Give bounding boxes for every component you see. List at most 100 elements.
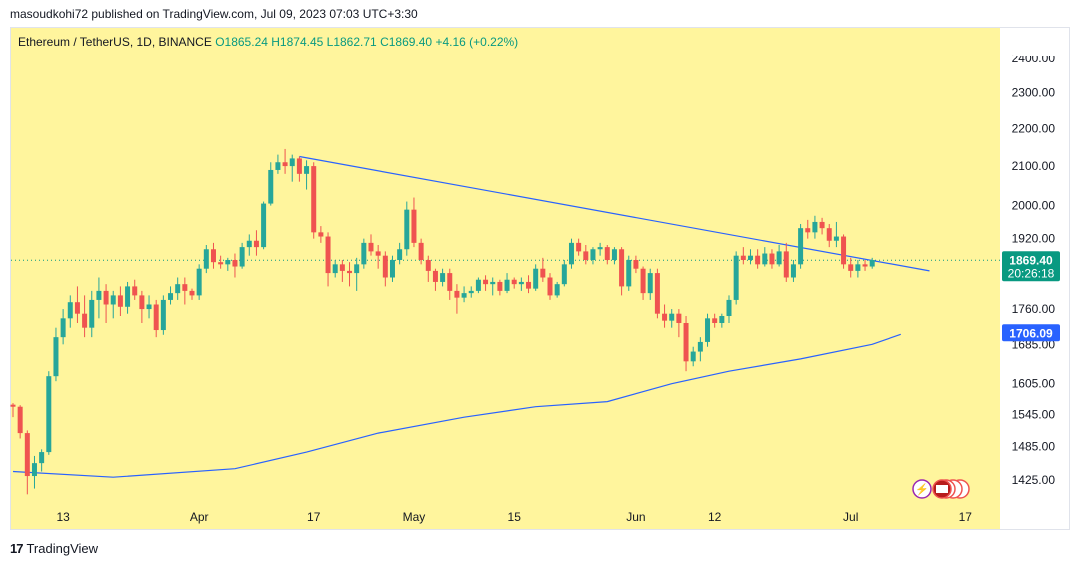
candle-body bbox=[812, 221, 818, 233]
candle-body bbox=[690, 351, 696, 362]
candle-body bbox=[311, 166, 317, 233]
footer-brand: TradingView bbox=[26, 541, 99, 556]
candle-body bbox=[669, 313, 675, 321]
x-tick-label: May bbox=[403, 510, 426, 524]
candle-body bbox=[662, 313, 668, 321]
candle-body bbox=[776, 251, 782, 265]
candle-body bbox=[282, 162, 288, 167]
candle-body bbox=[74, 302, 80, 314]
candle-body bbox=[611, 249, 617, 260]
candle-body bbox=[304, 166, 310, 174]
candle-body bbox=[790, 264, 796, 278]
candle-body bbox=[46, 376, 52, 453]
candle-body bbox=[576, 242, 582, 252]
candle-body bbox=[246, 240, 252, 248]
y-tick-label: 1760.00 bbox=[1012, 302, 1056, 316]
candle-body bbox=[89, 299, 95, 328]
candle-body bbox=[762, 253, 768, 265]
chart-frame bbox=[10, 27, 1070, 530]
candle-body bbox=[518, 281, 524, 285]
candle-body bbox=[783, 251, 789, 278]
candle-body bbox=[712, 318, 718, 323]
chart-settings-box[interactable] bbox=[1010, 31, 1065, 56]
candle-body bbox=[10, 404, 16, 407]
footer: 17 TradingView bbox=[10, 541, 98, 556]
candle-body bbox=[447, 273, 453, 291]
candle-body bbox=[82, 313, 88, 328]
y-tick-label: 1920.00 bbox=[1012, 232, 1056, 246]
candle-body bbox=[411, 209, 417, 243]
candle-body bbox=[397, 249, 403, 260]
candle-body bbox=[540, 268, 546, 278]
candle-body bbox=[619, 249, 625, 287]
candle-body bbox=[203, 249, 209, 269]
moving-average-line bbox=[12, 333, 901, 478]
candle-body bbox=[389, 259, 395, 278]
publish-info: masoudkohi72 published on TradingView.co… bbox=[10, 7, 418, 21]
candle-body bbox=[475, 279, 481, 291]
candle-body bbox=[368, 242, 374, 252]
x-axis-band bbox=[11, 504, 1000, 529]
candle-body bbox=[568, 242, 574, 265]
candle-body bbox=[60, 318, 66, 338]
candle-body bbox=[103, 290, 109, 305]
countdown-value: 20:26:18 bbox=[1008, 266, 1055, 280]
candle-body bbox=[182, 284, 188, 291]
x-tick-label: 17 bbox=[959, 510, 973, 524]
candle-body bbox=[769, 253, 775, 265]
y-tick-label: 2200.00 bbox=[1012, 121, 1056, 135]
low-value: L1862.71 bbox=[326, 35, 377, 49]
candle-body bbox=[511, 279, 517, 285]
candle-body bbox=[805, 228, 811, 233]
y-tick-label: 1425.00 bbox=[1012, 473, 1056, 487]
lightning-glyph-icon: ⚡ bbox=[915, 483, 929, 496]
candle-body bbox=[547, 277, 553, 296]
candle-body bbox=[747, 255, 753, 260]
candle-body bbox=[96, 290, 102, 300]
candle-body bbox=[504, 279, 510, 291]
change-value: +4.16 (+0.22%) bbox=[435, 35, 519, 49]
candle-body bbox=[654, 273, 660, 314]
candle-body bbox=[17, 406, 23, 434]
candle-body bbox=[232, 259, 238, 267]
candle-body bbox=[189, 290, 195, 296]
candle-body bbox=[361, 242, 367, 265]
candle-body bbox=[848, 264, 854, 271]
candle-body bbox=[110, 295, 116, 305]
candle-body bbox=[561, 264, 567, 285]
symbol-name: Ethereum / TetherUS, 1D, BINANCE bbox=[18, 35, 212, 49]
candle-body bbox=[676, 313, 682, 323]
ma-tag bbox=[1002, 324, 1060, 342]
candle-body bbox=[332, 264, 338, 274]
candle-body bbox=[798, 228, 804, 265]
candle-body bbox=[261, 203, 267, 248]
candle-body bbox=[132, 286, 138, 296]
y-tick-label: 2300.00 bbox=[1012, 85, 1056, 99]
candle-body bbox=[633, 259, 639, 269]
candle-body bbox=[24, 433, 30, 477]
candle-body bbox=[39, 452, 45, 464]
candle-body bbox=[855, 264, 861, 271]
price-tag bbox=[1002, 251, 1060, 282]
candle-body bbox=[683, 322, 689, 362]
x-tick-label: 15 bbox=[508, 510, 522, 524]
tradingview-logo-icon: 17 bbox=[10, 541, 24, 556]
candle-body bbox=[454, 290, 460, 298]
symbol-legend: Ethereum / TetherUS, 1D, BINANCE O1865.2… bbox=[18, 35, 518, 49]
candle-body bbox=[210, 249, 216, 263]
candle-body bbox=[740, 255, 746, 260]
candle-body bbox=[490, 281, 496, 285]
candle-body bbox=[733, 255, 739, 300]
candle-body bbox=[31, 463, 37, 477]
candle-body bbox=[826, 228, 832, 241]
candle-body bbox=[268, 169, 274, 204]
y-tick-label: 2000.00 bbox=[1012, 199, 1056, 213]
candle-body bbox=[440, 273, 446, 282]
candle-body bbox=[354, 264, 360, 274]
open-value: O1865.24 bbox=[215, 35, 268, 49]
candle-body bbox=[833, 236, 839, 241]
candle-body bbox=[318, 232, 324, 237]
candle-body bbox=[404, 209, 410, 250]
x-tick-label: 13 bbox=[56, 510, 70, 524]
